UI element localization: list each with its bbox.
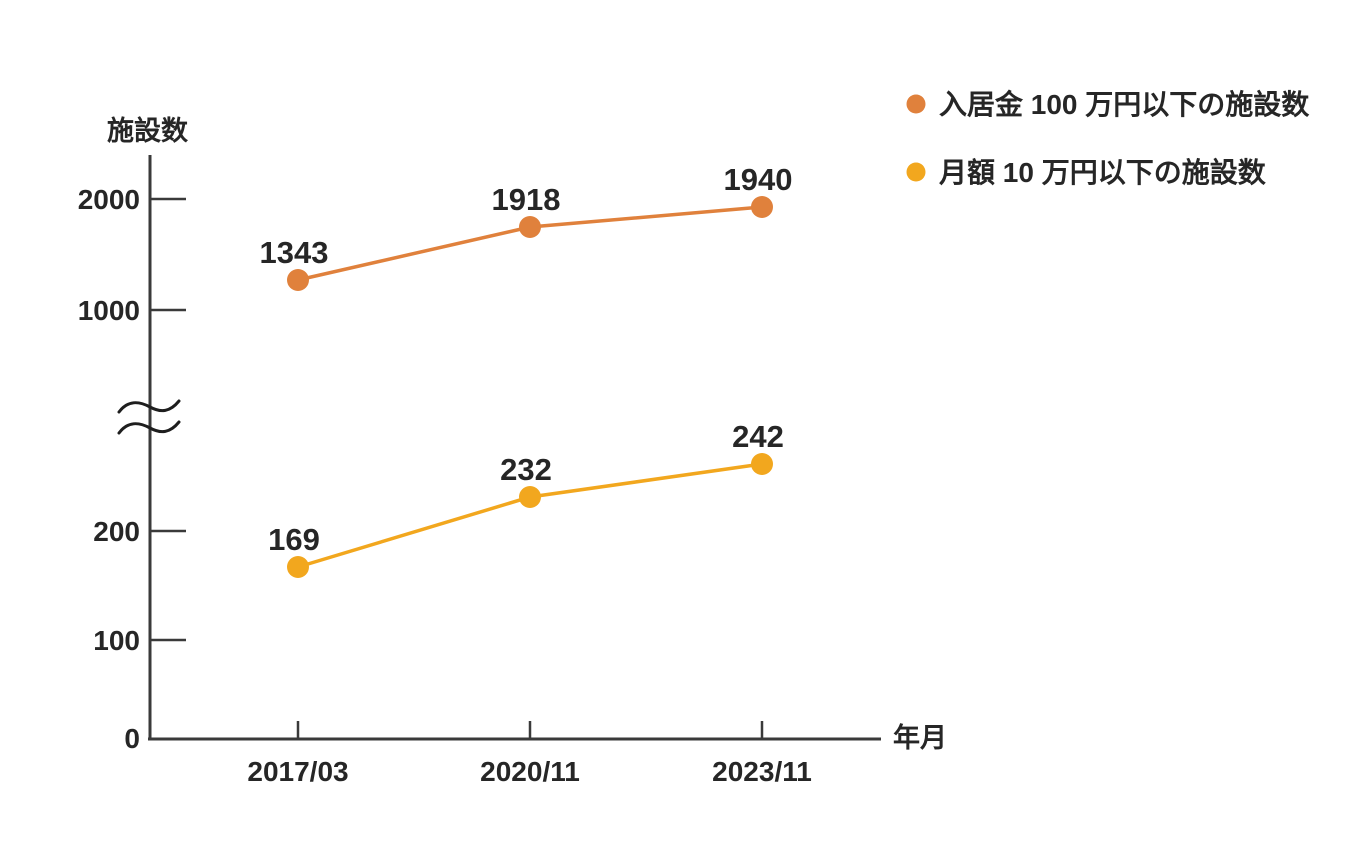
x-axis-title: 年月 [893, 722, 947, 753]
value-label-series-2-2020/11: 232 [500, 452, 552, 487]
value-label-series-2-2023/11: 242 [732, 419, 784, 454]
legend-label-series-1: 入居金 100 万円以下の施設数 [939, 88, 1310, 120]
x-tick-label-3: 2023/11 [712, 756, 812, 787]
data-point-series-2-2017/03 [287, 556, 309, 578]
x-axis: 2017/03 2020/11 2023/11 年月 [148, 721, 947, 787]
data-point-series-2-2020/11 [519, 486, 541, 508]
data-point-series-2-2023/11 [751, 453, 773, 475]
data-point-series-1-2017/03 [287, 269, 309, 291]
value-label-series-2-2017/03: 169 [268, 522, 320, 557]
value-label-series-1-2020/11: 1918 [492, 182, 561, 217]
y-tick-label-2000: 2000 [78, 184, 140, 215]
value-label-series-1-2017/03: 1343 [260, 235, 329, 270]
y-tick-label-0: 0 [124, 723, 140, 754]
x-tick-label-1: 2017/03 [247, 756, 348, 787]
y-axis-title: 施設数 [107, 115, 189, 146]
y-tick-label-1000: 1000 [78, 295, 140, 326]
axis-break-icon [117, 399, 181, 435]
legend-dot-series-2 [906, 162, 926, 182]
x-tick-label-2: 2020/11 [480, 756, 580, 787]
data-point-series-1-2020/11 [519, 216, 541, 238]
y-tick-label-100: 100 [93, 625, 140, 656]
data-point-series-1-2023/11 [751, 196, 773, 218]
series-layer: 1343 1918 1940 169 232 242 [260, 162, 793, 578]
y-axis: 施設数 2000 1000 200 100 0 [78, 115, 189, 754]
legend-dot-series-1 [906, 94, 926, 114]
legend: 入居金 100 万円以下の施設数 月額 10 万円以下の施設数 [906, 88, 1310, 188]
value-label-series-1-2023/11: 1940 [724, 162, 793, 197]
y-tick-label-200: 200 [93, 516, 140, 547]
legend-label-series-2: 月額 10 万円以下の施設数 [938, 156, 1267, 188]
